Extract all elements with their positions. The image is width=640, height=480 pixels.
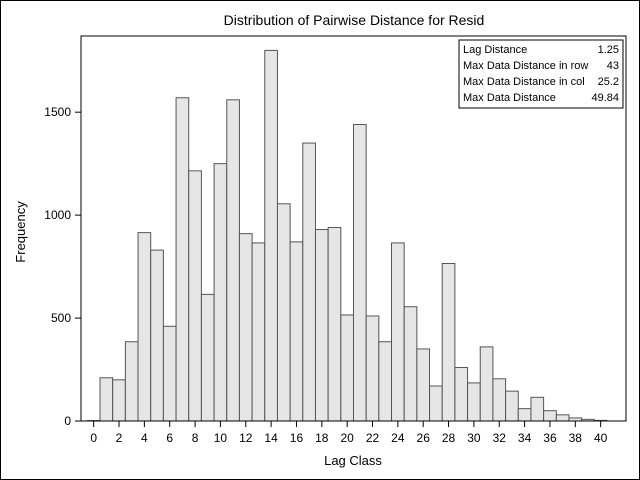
histogram-bar (353, 124, 367, 422)
x-tick-label: 26 (417, 431, 431, 445)
histogram-bar (391, 242, 405, 422)
histogram-bars (86, 49, 608, 422)
histogram-bar (378, 341, 393, 422)
histogram-bar (112, 379, 126, 422)
histogram-bar (213, 163, 228, 422)
histogram-bar (175, 97, 190, 422)
x-tick-label: 34 (518, 431, 532, 445)
histogram-bar (403, 306, 418, 422)
x-tick-label: 8 (192, 431, 199, 445)
x-axis-label: Lag Class (324, 453, 382, 468)
chart-title: Distribution of Pairwise Distance for Re… (224, 12, 485, 28)
x-tick-label: 10 (214, 431, 228, 445)
x-tick-label: 20 (340, 431, 354, 445)
x-tick-label: 12 (239, 431, 253, 445)
x-tick-label: 40 (594, 431, 608, 445)
inset-row-value: 25.2 (598, 76, 619, 88)
x-tick-label: 0 (90, 431, 97, 445)
inset-row-label: Max Data Distance (463, 92, 556, 104)
histogram-bar (505, 390, 519, 422)
histogram-bar (276, 203, 291, 422)
x-tick-label: 18 (315, 431, 329, 445)
x-tick-label: 36 (543, 431, 557, 445)
histogram-bar (543, 410, 557, 422)
x-tick-label: 28 (442, 431, 456, 445)
x-tick-label: 22 (366, 431, 380, 445)
histogram-bar (492, 378, 507, 422)
histogram-bar (340, 314, 354, 422)
x-tick-label: 24 (391, 431, 405, 445)
histogram-bar (467, 382, 481, 422)
histogram-bar (454, 366, 469, 422)
y-tick-label: 500 (51, 311, 71, 325)
x-tick-label: 38 (569, 431, 583, 445)
inset-row-value: 49.84 (591, 92, 619, 104)
x-tick-label: 4 (141, 431, 148, 445)
inset-row-label: Max Data Distance in row (463, 60, 588, 72)
y-tick-label: 1000 (44, 208, 71, 222)
y-tick-label: 0 (64, 414, 71, 428)
plot-border (80, 35, 627, 422)
histogram-bar (517, 408, 532, 422)
inset-box (458, 39, 624, 109)
x-tick-label: 16 (290, 431, 304, 445)
histogram-bar (150, 249, 164, 422)
histogram-bar (416, 348, 431, 422)
histogram-bar (226, 99, 240, 422)
histogram-bar (162, 325, 177, 422)
inset-row-label: Lag Distance (463, 44, 527, 56)
histogram-bar (479, 346, 494, 422)
histogram-bar (327, 226, 342, 422)
inset-row-label: Max Data Distance in col (463, 76, 585, 88)
histogram-bar (264, 49, 278, 422)
histogram-bar (124, 341, 139, 422)
x-tick-label: 32 (493, 431, 507, 445)
histogram-bar (238, 233, 253, 422)
inset-table: Lag Distance 1.25 Max Data Distance in row… (458, 39, 624, 109)
y-tick-label: 1500 (44, 105, 71, 119)
inset-row-value: 43 (607, 60, 619, 72)
histogram-bar (429, 385, 443, 422)
histogram-bar (365, 315, 380, 422)
histogram-bar (251, 242, 266, 422)
histogram-bar (302, 142, 316, 422)
histogram-bar (188, 170, 202, 422)
x-tick-label: 2 (116, 431, 123, 445)
histogram-bar (137, 232, 152, 422)
x-tick-label: 6 (166, 431, 173, 445)
histogram-bar (99, 377, 114, 422)
histogram-bar (441, 263, 456, 422)
x-tick-label: 14 (264, 431, 278, 445)
y-axis-label: Frequency (13, 201, 28, 263)
histogram-bar (200, 293, 215, 422)
histogram-bar (314, 229, 329, 422)
axes: 0 2 4 6 8 10 12 14 16 18 20 22 24 26 28 30 32 34 36 38 40050… (44, 35, 627, 445)
histogram-bar (530, 396, 545, 422)
histogram-bar (555, 414, 570, 422)
x-tick-label: 30 (467, 431, 481, 445)
inset-row-value: 1.25 (598, 44, 619, 56)
histogram-bar (289, 241, 304, 422)
